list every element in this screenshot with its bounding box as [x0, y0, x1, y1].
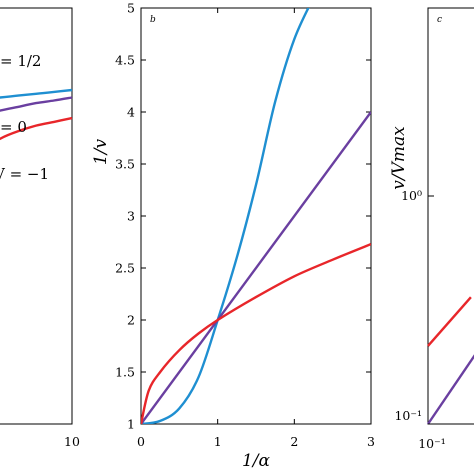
panel-b-y-tick-label: 3: [127, 209, 135, 224]
panel-b-y-tick-label: 5: [127, 1, 135, 16]
panel-c: c 10⁰ 10⁻¹ 10⁻¹ v/Vmax: [389, 7, 474, 451]
annotation-minus-one: V = −1: [0, 165, 49, 183]
panel-c-x-tick-label: 10⁻¹: [418, 436, 446, 451]
panel-b-y-tick-label: 1: [127, 417, 135, 432]
panel-b-y-tick-label: 2: [127, 313, 135, 328]
panel-b-xlabel: 1/α: [242, 451, 271, 471]
panel-a-series-blue: [0, 88, 73, 99]
panel-c-ylabel: v/Vmax: [389, 126, 409, 190]
panel-c-y-tick-label-0: 10⁻¹: [394, 408, 422, 423]
panel-b-y-tick-label: 1.5: [115, 365, 135, 380]
panel-a-x-tick-label: 10: [64, 434, 80, 449]
panel-a-series-red: [0, 116, 73, 141]
panel-b-y-tick-label: 4: [127, 105, 135, 120]
panel-b-ylabel: 1/v: [91, 139, 111, 166]
panel-c-y-tick-label-1: 10⁰: [401, 188, 422, 203]
annotation-half: = 1/2: [0, 52, 41, 70]
panel-c-series: [427, 296, 474, 425]
annotation-zero: = 0: [0, 118, 27, 136]
panel-b-letter: b: [150, 15, 156, 25]
panel-b-x-tick-label: 3: [367, 434, 375, 449]
panel-b: 0 1 2 311.522.533.544.55 b 1/α 1/v: [91, 1, 375, 472]
panel-c-letter: c: [437, 15, 442, 25]
panel-b-y-tick-label: 3.5: [115, 157, 135, 172]
panel-b-series-red: [141, 242, 371, 424]
panel-b-frame: [140, 7, 372, 425]
panel-a-series: [0, 88, 73, 141]
panel-b-series-purple: [141, 111, 371, 424]
panel-a: 10 = 1/2 = 0 V = −1: [0, 7, 80, 449]
panel-a-frame: [0, 7, 73, 425]
panel-c-series-purple: [427, 354, 474, 425]
panel-c-series-red: [427, 296, 472, 347]
panel-c-frame: [427, 7, 474, 425]
panel-a-series-purple: [0, 96, 73, 112]
panel-b-series: [141, 8, 371, 424]
panel-b-y-tick-label: 2.5: [115, 261, 135, 276]
panel-b-x-tick-label: 1: [214, 434, 222, 449]
panel-b-y-tick-label: 4.5: [115, 53, 135, 68]
panel-b-x-tick-label: 2: [290, 434, 298, 449]
panel-b-series-blue: [141, 8, 310, 424]
panel-b-x-tick-label: 0: [137, 434, 145, 449]
